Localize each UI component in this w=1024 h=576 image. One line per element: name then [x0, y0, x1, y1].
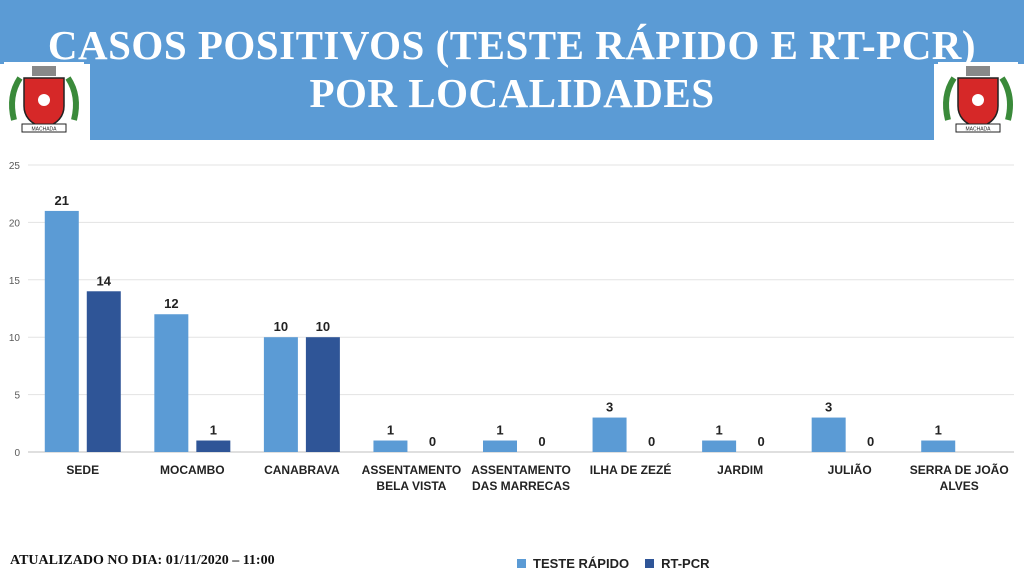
data-label: 1: [210, 423, 217, 438]
x-tick-label: CANABRAVA: [264, 463, 340, 477]
data-label: 3: [606, 400, 613, 415]
header-banner-bottom: [90, 64, 934, 140]
y-tick-label: 10: [9, 333, 21, 344]
svg-text:MACHADA: MACHADA: [31, 127, 57, 133]
legend-item-rt-pcr: RT-PCR: [645, 556, 709, 571]
bar-teste-rapido: [483, 440, 517, 452]
legend-label-teste-rapido: TESTE RÁPIDO: [533, 556, 630, 571]
header-banner-top: [0, 0, 1024, 64]
x-tick-label: JARDIM: [717, 463, 763, 477]
bar-teste-rapido: [154, 314, 189, 452]
x-tick-label: ALVES: [940, 479, 979, 493]
data-label: 0: [867, 434, 874, 449]
legend-swatch-rt-pcr: [645, 559, 655, 568]
municipal-seal-left-icon: MACHADA: [4, 62, 84, 138]
y-tick-label: 5: [14, 391, 20, 402]
x-tick-label: DAS MARRECAS: [472, 479, 570, 493]
data-label: 14: [97, 273, 112, 288]
bar-rt-pcr: [196, 440, 231, 452]
bar-teste-rapido: [44, 210, 79, 452]
data-label: 10: [274, 319, 288, 334]
legend-swatch-teste-rapido: [517, 559, 526, 568]
data-label: 0: [429, 434, 436, 449]
bar-teste-rapido: [263, 337, 298, 452]
bar-teste-rapido: [811, 417, 846, 452]
data-label: 0: [757, 434, 764, 449]
x-tick-label: BELA VISTA: [376, 479, 446, 493]
bar-teste-rapido: [921, 440, 956, 452]
bar-teste-rapido: [373, 440, 408, 452]
updated-timestamp: ATUALIZADO NO DIA: 01/11/2020 – 11:00: [10, 553, 275, 568]
data-label: 3: [825, 400, 832, 415]
bar-rt-pcr: [86, 291, 121, 452]
data-label: 12: [164, 296, 178, 311]
municipal-seal-right-icon: MACHADA: [938, 62, 1018, 138]
data-label: 1: [715, 423, 722, 438]
y-tick-label: 0: [14, 448, 20, 459]
y-tick-label: 25: [9, 161, 21, 172]
x-tick-label: SERRA DE JOÃO: [910, 462, 1009, 477]
legend-label-rt-pcr: RT-PCR: [661, 556, 710, 571]
data-label: 10: [316, 319, 330, 334]
x-tick-label: ILHA DE ZEZÉ: [590, 462, 672, 477]
x-tick-label: SEDE: [66, 463, 99, 477]
x-tick-label: ASSENTAMENTO: [362, 463, 462, 477]
y-tick-label: 15: [9, 276, 21, 287]
y-tick-label: 20: [9, 218, 21, 229]
bar-teste-rapido: [592, 417, 627, 452]
data-label: 1: [387, 423, 394, 438]
data-label: 21: [55, 193, 69, 208]
data-label: 0: [538, 434, 545, 449]
x-tick-label: ASSENTAMENTO: [471, 463, 571, 477]
page-title-line-2: POR LOCALIDADES: [309, 70, 715, 116]
x-tick-label: MOCAMBO: [160, 463, 225, 477]
x-tick-label: JULIÃO: [828, 462, 872, 477]
bar-rt-pcr: [305, 337, 340, 452]
data-label: 1: [935, 423, 942, 438]
svg-text:MACHADA: MACHADA: [965, 127, 991, 133]
legend-item-teste-rapido: TESTE RÁPIDO: [517, 556, 629, 571]
data-label: 1: [496, 423, 503, 438]
data-label: 0: [648, 434, 655, 449]
bar-teste-rapido: [702, 440, 737, 452]
page-title-line-1: CASOS POSITIVOS (TESTE RÁPIDO E RT-PCR): [47, 22, 977, 68]
chart-legend: TESTE RÁPIDO RT-PCR: [517, 556, 725, 571]
